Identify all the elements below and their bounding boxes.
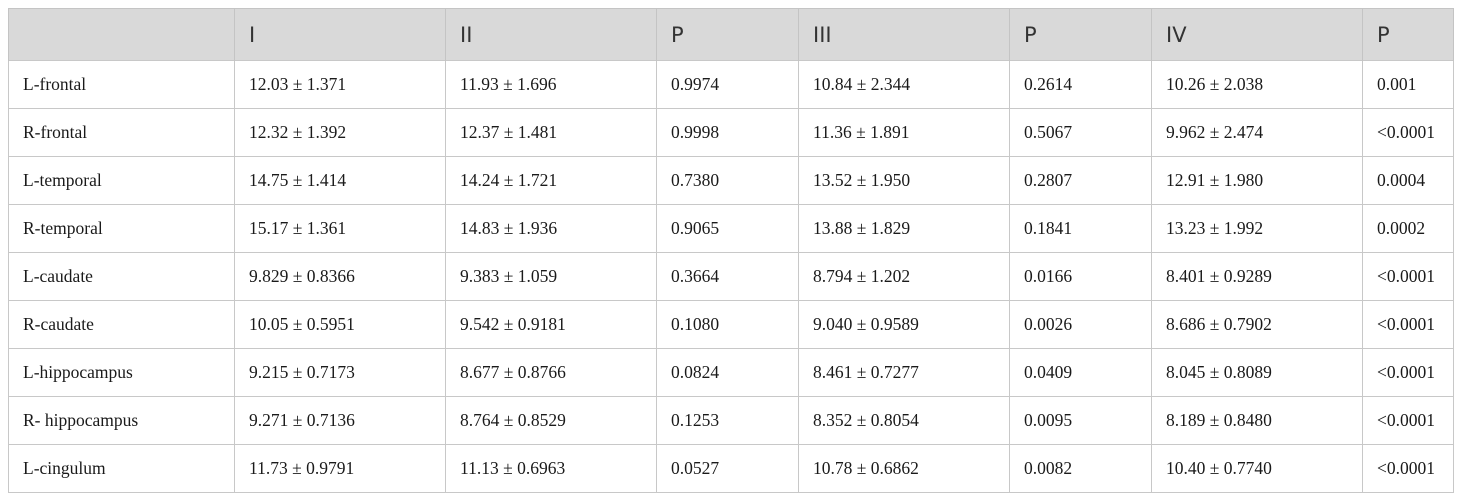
table-row: R-caudate 10.05 ± 0.5951 9.542 ± 0.9181 0.1… bbox=[8, 300, 1454, 349]
group-iv-cell: 9.962 ± 2.474 bbox=[1151, 108, 1363, 157]
header-cell-region bbox=[8, 8, 235, 61]
group-iii-cell: 9.040 ± 0.9589 bbox=[798, 300, 1010, 349]
region-cell: R-caudate bbox=[8, 300, 235, 349]
header-row: I II P III P IV P bbox=[8, 8, 1454, 61]
p-iv-cell: <0.0001 bbox=[1362, 444, 1454, 493]
group-ii-cell: 14.83 ± 1.936 bbox=[445, 204, 657, 253]
region-cell: L-hippocampus bbox=[8, 348, 235, 397]
p-iii-cell: 0.5067 bbox=[1009, 108, 1152, 157]
p-iii-cell: 0.0082 bbox=[1009, 444, 1152, 493]
p-iii-cell: 0.0095 bbox=[1009, 396, 1152, 445]
p-iv-cell: 0.0004 bbox=[1362, 156, 1454, 205]
p-iv-cell: <0.0001 bbox=[1362, 252, 1454, 301]
group-iv-cell: 10.26 ± 2.038 bbox=[1151, 60, 1363, 109]
group-iv-cell: 8.401 ± 0.9289 bbox=[1151, 252, 1363, 301]
group-ii-cell: 12.37 ± 1.481 bbox=[445, 108, 657, 157]
p-iii-cell: 0.0026 bbox=[1009, 300, 1152, 349]
p-iv-cell: <0.0001 bbox=[1362, 108, 1454, 157]
region-cell: R-temporal bbox=[8, 204, 235, 253]
group-ii-cell: 9.383 ± 1.059 bbox=[445, 252, 657, 301]
table-row: R-frontal 12.32 ± 1.392 12.37 ± 1.481 0.999… bbox=[8, 108, 1454, 157]
group-iii-cell: 8.352 ± 0.8054 bbox=[798, 396, 1010, 445]
p-ii-cell: 0.0527 bbox=[656, 444, 799, 493]
group-iii-cell: 10.84 ± 2.344 bbox=[798, 60, 1010, 109]
header-cell-group-iv: IV bbox=[1151, 8, 1363, 61]
group-iv-cell: 13.23 ± 1.992 bbox=[1151, 204, 1363, 253]
table-row: L-temporal 14.75 ± 1.414 14.24 ± 1.721 0.73… bbox=[8, 156, 1454, 205]
group-iv-cell: 10.40 ± 0.7740 bbox=[1151, 444, 1363, 493]
group-iv-cell: 12.91 ± 1.980 bbox=[1151, 156, 1363, 205]
group-i-cell: 14.75 ± 1.414 bbox=[234, 156, 446, 205]
group-iv-cell: 8.686 ± 0.7902 bbox=[1151, 300, 1363, 349]
group-iii-cell: 8.461 ± 0.7277 bbox=[798, 348, 1010, 397]
group-i-cell: 9.829 ± 0.8366 bbox=[234, 252, 446, 301]
table-row: L-hippocampus 9.215 ± 0.7173 8.677 ± 0.876… bbox=[8, 348, 1454, 397]
group-ii-cell: 11.93 ± 1.696 bbox=[445, 60, 657, 109]
group-iii-cell: 10.78 ± 0.6862 bbox=[798, 444, 1010, 493]
header-cell-group-i: I bbox=[234, 8, 446, 61]
p-iii-cell: 0.2807 bbox=[1009, 156, 1152, 205]
group-ii-cell: 9.542 ± 0.9181 bbox=[445, 300, 657, 349]
group-i-cell: 15.17 ± 1.361 bbox=[234, 204, 446, 253]
p-ii-cell: 0.9998 bbox=[656, 108, 799, 157]
region-cell: R- hippocampus bbox=[8, 396, 235, 445]
group-iv-cell: 8.045 ± 0.8089 bbox=[1151, 348, 1363, 397]
region-cell: L-cingulum bbox=[8, 444, 235, 493]
p-iii-cell: 0.0409 bbox=[1009, 348, 1152, 397]
header-cell-group-iii: III bbox=[798, 8, 1010, 61]
group-ii-cell: 8.764 ± 0.8529 bbox=[445, 396, 657, 445]
group-ii-cell: 14.24 ± 1.721 bbox=[445, 156, 657, 205]
p-ii-cell: 0.3664 bbox=[656, 252, 799, 301]
group-iii-cell: 11.36 ± 1.891 bbox=[798, 108, 1010, 157]
p-iv-cell: 0.001 bbox=[1362, 60, 1454, 109]
table-row: R- hippocampus 9.271 ± 0.7136 8.764 ± 0.85… bbox=[8, 396, 1454, 445]
p-ii-cell: 0.1253 bbox=[656, 396, 799, 445]
p-iv-cell: 0.0002 bbox=[1362, 204, 1454, 253]
p-iv-cell: <0.0001 bbox=[1362, 300, 1454, 349]
group-i-cell: 12.32 ± 1.392 bbox=[234, 108, 446, 157]
group-i-cell: 9.271 ± 0.7136 bbox=[234, 396, 446, 445]
p-iii-cell: 0.1841 bbox=[1009, 204, 1152, 253]
p-iv-cell: <0.0001 bbox=[1362, 348, 1454, 397]
group-ii-cell: 11.13 ± 0.6963 bbox=[445, 444, 657, 493]
group-i-cell: 11.73 ± 0.9791 bbox=[234, 444, 446, 493]
group-i-cell: 12.03 ± 1.371 bbox=[234, 60, 446, 109]
region-cell: L-temporal bbox=[8, 156, 235, 205]
table-row: L-cingulum 11.73 ± 0.9791 11.13 ± 0.6963 0.… bbox=[8, 444, 1454, 493]
group-iii-cell: 13.88 ± 1.829 bbox=[798, 204, 1010, 253]
region-cell: L-frontal bbox=[8, 60, 235, 109]
p-iv-cell: <0.0001 bbox=[1362, 396, 1454, 445]
header-cell-group-ii: II bbox=[445, 8, 657, 61]
group-ii-cell: 8.677 ± 0.8766 bbox=[445, 348, 657, 397]
table-row: L-frontal 12.03 ± 1.371 11.93 ± 1.696 0.997… bbox=[8, 60, 1454, 109]
data-table: I II P III P IV P L-frontal 12.03 ± 1.371… bbox=[8, 8, 1454, 493]
group-i-cell: 9.215 ± 0.7173 bbox=[234, 348, 446, 397]
table-header: I II P III P IV P bbox=[8, 8, 1454, 61]
p-iii-cell: 0.0166 bbox=[1009, 252, 1152, 301]
table-container: I II P III P IV P L-frontal 12.03 ± 1.371… bbox=[8, 8, 1454, 493]
p-ii-cell: 0.9065 bbox=[656, 204, 799, 253]
region-cell: L-caudate bbox=[8, 252, 235, 301]
p-ii-cell: 0.7380 bbox=[656, 156, 799, 205]
p-ii-cell: 0.1080 bbox=[656, 300, 799, 349]
group-iv-cell: 8.189 ± 0.8480 bbox=[1151, 396, 1363, 445]
table-body: L-frontal 12.03 ± 1.371 11.93 ± 1.696 0.997… bbox=[8, 60, 1454, 493]
table-row: L-caudate 9.829 ± 0.8366 9.383 ± 1.059 0.36… bbox=[8, 252, 1454, 301]
p-iii-cell: 0.2614 bbox=[1009, 60, 1152, 109]
group-iii-cell: 13.52 ± 1.950 bbox=[798, 156, 1010, 205]
header-cell-p-iv: P bbox=[1362, 8, 1454, 61]
group-i-cell: 10.05 ± 0.5951 bbox=[234, 300, 446, 349]
group-iii-cell: 8.794 ± 1.202 bbox=[798, 252, 1010, 301]
table-row: R-temporal 15.17 ± 1.361 14.83 ± 1.936 0.90… bbox=[8, 204, 1454, 253]
region-cell: R-frontal bbox=[8, 108, 235, 157]
p-ii-cell: 0.0824 bbox=[656, 348, 799, 397]
p-ii-cell: 0.9974 bbox=[656, 60, 799, 109]
header-cell-p-ii: P bbox=[656, 8, 799, 61]
header-cell-p-iii: P bbox=[1009, 8, 1152, 61]
